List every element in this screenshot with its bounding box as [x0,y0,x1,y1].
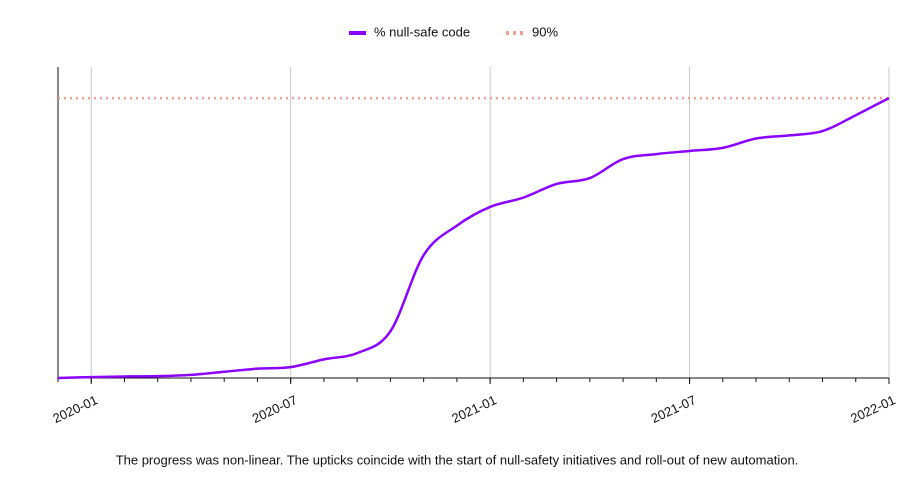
legend-label: % null-safe code [374,24,470,39]
x-tick-label: 2020-01 [50,392,100,426]
caption: The progress was non-linear. The upticks… [116,452,799,467]
x-tick-label: 2022-01 [848,392,898,426]
x-tick-label: 2020-07 [250,392,300,426]
legend-label: 90% [532,24,558,39]
x-tick-label: 2021-07 [649,392,699,426]
series-line [57,96,890,380]
x-tick-label: 2021-01 [449,392,499,426]
